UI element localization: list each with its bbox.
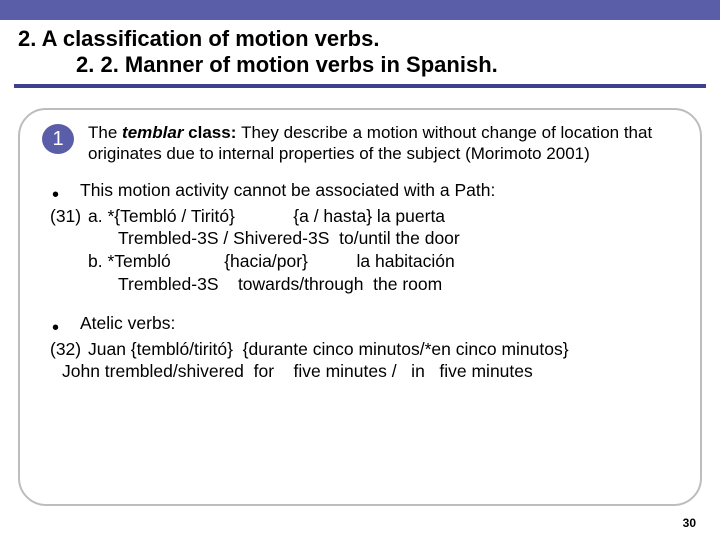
ex32-src: Juan {tembló/tiritó} {durante cinco minu… <box>88 339 569 359</box>
ex32-gloss: John trembled/shivered for five minutes … <box>42 360 678 383</box>
definition-text: The temblar class: They describe a motio… <box>88 122 678 165</box>
def-prefix: The <box>88 123 122 142</box>
number-badge: 1 <box>42 124 74 154</box>
ex31-b-label: b. <box>88 251 103 271</box>
example-block-32: • Atelic verbs: (32)Juan {tembló/tiritó}… <box>42 312 678 384</box>
page-number: 30 <box>683 516 696 530</box>
badge-number: 1 <box>52 128 63 151</box>
ex31-num: (31) <box>50 205 88 228</box>
slide-title: 2. A classification of motion verbs. 2. … <box>0 20 720 82</box>
def-bold-italic: temblar <box>122 123 183 142</box>
ex31-a-src: *{Tembló / Tiritó} {a / hasta} la puerta <box>107 206 445 226</box>
ex31-a-label: a. <box>88 206 103 226</box>
def-mid: class: <box>183 123 241 142</box>
title-line-1: 2. A classification of motion verbs. <box>18 26 702 52</box>
block1-lead: This motion activity cannot be associate… <box>80 179 495 205</box>
ex31-b-gloss: Trembled-3S towards/through the room <box>42 273 678 296</box>
title-underline <box>14 84 706 88</box>
bullet-icon: • <box>42 179 80 205</box>
block2-lead: Atelic verbs: <box>80 312 175 338</box>
title-line-2: 2. 2. Manner of motion verbs in Spanish. <box>18 52 702 78</box>
ex32-num: (32) <box>50 338 88 361</box>
ex31-b-src: *Tembló {hacia/por} la habitación <box>107 251 454 271</box>
ex31-a-gloss: Trembled-3S / Shivered-3S to/until the d… <box>42 227 678 250</box>
content-frame: 1 The temblar class: They describe a mot… <box>18 108 702 506</box>
definition-row: 1 The temblar class: They describe a mot… <box>42 122 678 165</box>
bullet-icon: • <box>42 312 80 338</box>
example-block-31: • This motion activity cannot be associa… <box>42 179 678 296</box>
header-bar <box>0 0 720 20</box>
